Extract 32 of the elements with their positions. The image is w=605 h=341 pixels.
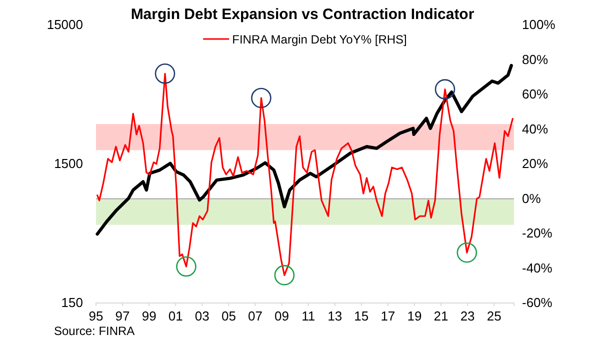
x-tick-label: 99	[142, 308, 156, 324]
line-series	[96, 64, 513, 236]
x-tick-label: 09	[274, 308, 290, 324]
y2-tick-label: 80%	[522, 52, 548, 67]
x-tick-label: 07	[248, 308, 262, 324]
x-tick-label: 03	[194, 308, 210, 324]
x-tick-label: 97	[115, 308, 130, 324]
y2-tick-label: 100%	[522, 17, 556, 32]
y2-tick-label: -60%	[522, 295, 553, 310]
x-tick-label: 17	[380, 308, 396, 324]
x-tick-label: 15	[354, 308, 369, 324]
y2-tick-label: -20%	[522, 226, 553, 241]
y2-tick-label: 0%	[522, 190, 542, 206]
y2-tick-label: -40%	[522, 260, 553, 276]
y-tick-label: 15000	[46, 17, 83, 32]
y2-tick-label: 20%	[522, 156, 548, 172]
y-tick-label: 1500	[54, 156, 83, 172]
y2-tick-label: 40%	[522, 121, 548, 136]
chart-title: Margin Debt Expansion vs Contraction Indicator	[130, 6, 474, 23]
x-tick-label: 95	[88, 308, 104, 324]
x-tick-label: 21	[434, 308, 448, 324]
x-tick-label: 05	[221, 308, 236, 324]
x-tick-label: 01	[168, 308, 183, 324]
x-tick-label: 25	[486, 308, 502, 324]
y2-tick-label: 60%	[522, 86, 548, 102]
x-tick-label: 13	[328, 308, 342, 324]
legend-label: FINRA Margin Debt YoY% [RHS]	[232, 32, 407, 46]
source-note: Source: FINRA	[54, 324, 135, 338]
x-tick-label: 11	[302, 308, 316, 324]
y-tick-label: 150	[61, 295, 83, 310]
x-tick-label: 23	[460, 308, 475, 324]
x-tick-label: 19	[407, 308, 422, 324]
